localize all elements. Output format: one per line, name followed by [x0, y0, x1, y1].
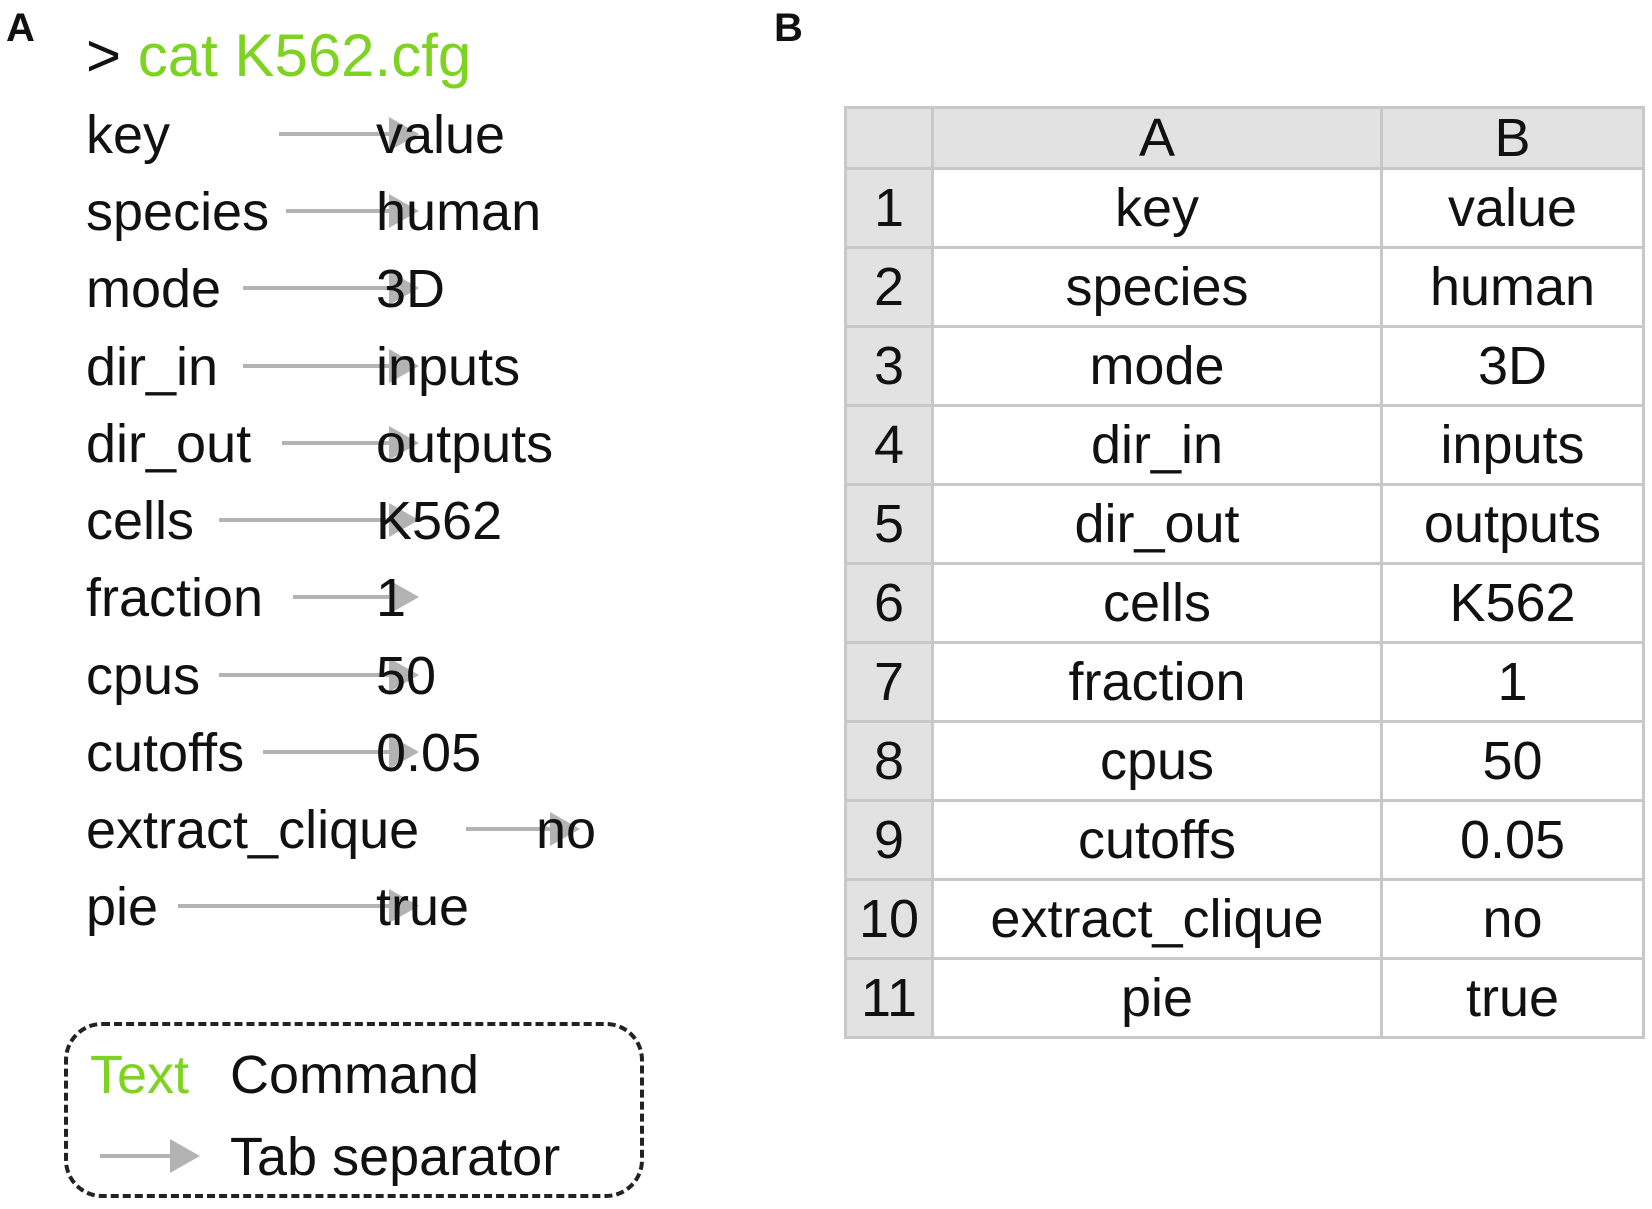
row-number-cell[interactable]: 2 — [844, 246, 934, 328]
row-number-cell[interactable]: 5 — [844, 483, 934, 565]
table-row: 2 species human — [844, 246, 1645, 328]
config-line: cells K562 — [86, 486, 706, 556]
row-number-cell[interactable]: 4 — [844, 404, 934, 486]
config-key: cutoffs — [86, 723, 245, 783]
cell-column-b[interactable]: no — [1380, 878, 1645, 960]
config-key: cells — [86, 491, 195, 551]
row-number-cell[interactable]: 7 — [844, 641, 934, 723]
row-number-cell[interactable]: 3 — [844, 325, 934, 407]
cell-column-b[interactable]: 0.05 — [1380, 799, 1645, 881]
cell-column-a[interactable]: cutoffs — [931, 799, 1383, 881]
table-row: 5 dir_out outputs — [844, 483, 1645, 565]
terminal-prompt: > — [86, 22, 122, 89]
table-row: 6 cells K562 — [844, 562, 1645, 644]
row-number-cell[interactable]: 1 — [844, 167, 934, 249]
cell-column-a[interactable]: pie — [931, 957, 1383, 1039]
config-key: cpus — [86, 646, 201, 706]
legend-tab-label: Tab separator — [230, 1127, 561, 1187]
legend-box: Text Command Tab separator — [64, 1022, 644, 1198]
corner-cell[interactable] — [844, 106, 934, 170]
config-line: extract_clique no — [86, 795, 706, 865]
config-key: species — [86, 182, 270, 242]
config-key: mode — [86, 259, 222, 319]
cell-column-b[interactable]: human — [1380, 246, 1645, 328]
config-line: key value — [86, 100, 706, 170]
config-line: dir_out outputs — [86, 409, 706, 479]
config-value: value — [376, 105, 506, 165]
config-line: fraction 1 — [86, 563, 706, 633]
config-line: pie true — [86, 872, 706, 942]
config-value: human — [376, 182, 542, 242]
config-line: cutoffs 0.05 — [86, 718, 706, 788]
row-number-cell[interactable]: 10 — [844, 878, 934, 960]
cell-column-a[interactable]: cpus — [931, 720, 1383, 802]
config-key: dir_out — [86, 414, 252, 474]
config-value: inputs — [376, 337, 521, 397]
cell-column-a[interactable]: key — [931, 167, 1383, 249]
cell-column-b[interactable]: outputs — [1380, 483, 1645, 565]
spreadsheet-body: 1 key value 2 species human 3 mode 3D 4 dir_in inpu… — [844, 167, 1645, 1039]
cell-column-b[interactable]: value — [1380, 167, 1645, 249]
panel-b-spreadsheet: A B 1 key value 2 species human 3 mode 3D 4 dir_in… — [844, 106, 1645, 1039]
config-value: no — [536, 800, 597, 860]
terminal-command-line: > cat K562.cfg — [86, 26, 471, 86]
table-row: 8 cpus 50 — [844, 720, 1645, 802]
cell-column-a[interactable]: mode — [931, 325, 1383, 407]
cell-column-b[interactable]: true — [1380, 957, 1645, 1039]
config-line: cpus 50 — [86, 641, 706, 711]
legend-row-tab: Tab separator — [90, 1122, 650, 1192]
table-row: 1 key value — [844, 167, 1645, 249]
row-number-cell[interactable]: 9 — [844, 799, 934, 881]
table-row: 9 cutoffs 0.05 — [844, 799, 1645, 881]
cell-column-b[interactable]: 1 — [1380, 641, 1645, 723]
panel-label-a: A — [6, 6, 35, 50]
legend-text-swatch: Text — [90, 1045, 190, 1105]
config-key: fraction — [86, 568, 264, 628]
config-key: pie — [86, 877, 159, 937]
row-number-cell[interactable]: 8 — [844, 720, 934, 802]
cell-column-b[interactable]: 3D — [1380, 325, 1645, 407]
spreadsheet-table: A B 1 key value 2 species human 3 mode 3D 4 dir_in… — [844, 106, 1645, 1039]
config-key: dir_in — [86, 337, 219, 397]
cell-column-a[interactable]: dir_in — [931, 404, 1383, 486]
config-value: 50 — [376, 646, 437, 706]
table-row: 3 mode 3D — [844, 325, 1645, 407]
cell-column-b[interactable]: K562 — [1380, 562, 1645, 644]
config-line: dir_in inputs — [86, 332, 706, 402]
config-value: 0.05 — [376, 723, 482, 783]
cell-column-a[interactable]: cells — [931, 562, 1383, 644]
cell-column-a[interactable]: fraction — [931, 641, 1383, 723]
cell-column-a[interactable]: species — [931, 246, 1383, 328]
config-line: species human — [86, 177, 706, 247]
table-row: 11 pie true — [844, 957, 1645, 1039]
panel-label-b: B — [774, 6, 803, 50]
cell-column-a[interactable]: extract_clique — [931, 878, 1383, 960]
column-header-a[interactable]: A — [931, 106, 1383, 170]
config-value: 1 — [376, 568, 407, 628]
row-number-cell[interactable]: 6 — [844, 562, 934, 644]
table-row: 7 fraction 1 — [844, 641, 1645, 723]
row-number-cell[interactable]: 11 — [844, 957, 934, 1039]
panel-a-terminal: > cat K562.cfg key value species human mode 3… — [0, 0, 700, 1209]
config-value: outputs — [376, 414, 554, 474]
config-key: extract_clique — [86, 800, 420, 860]
config-key: key — [86, 105, 171, 165]
config-value: true — [376, 877, 470, 937]
legend-command-label: Command — [230, 1045, 480, 1105]
cell-column-b[interactable]: inputs — [1380, 404, 1645, 486]
table-row: 4 dir_in inputs — [844, 404, 1645, 486]
column-header-b[interactable]: B — [1380, 106, 1645, 170]
config-value: 3D — [376, 259, 446, 319]
spreadsheet-header-row: A B — [844, 106, 1645, 170]
terminal-command: cat K562.cfg — [137, 22, 472, 89]
table-row: 10 extract_clique no — [844, 878, 1645, 960]
config-line: mode 3D — [86, 254, 706, 324]
legend-row-command: Text Command — [90, 1040, 479, 1110]
cell-column-b[interactable]: 50 — [1380, 720, 1645, 802]
config-value: K562 — [376, 491, 503, 551]
cell-column-a[interactable]: dir_out — [931, 483, 1383, 565]
